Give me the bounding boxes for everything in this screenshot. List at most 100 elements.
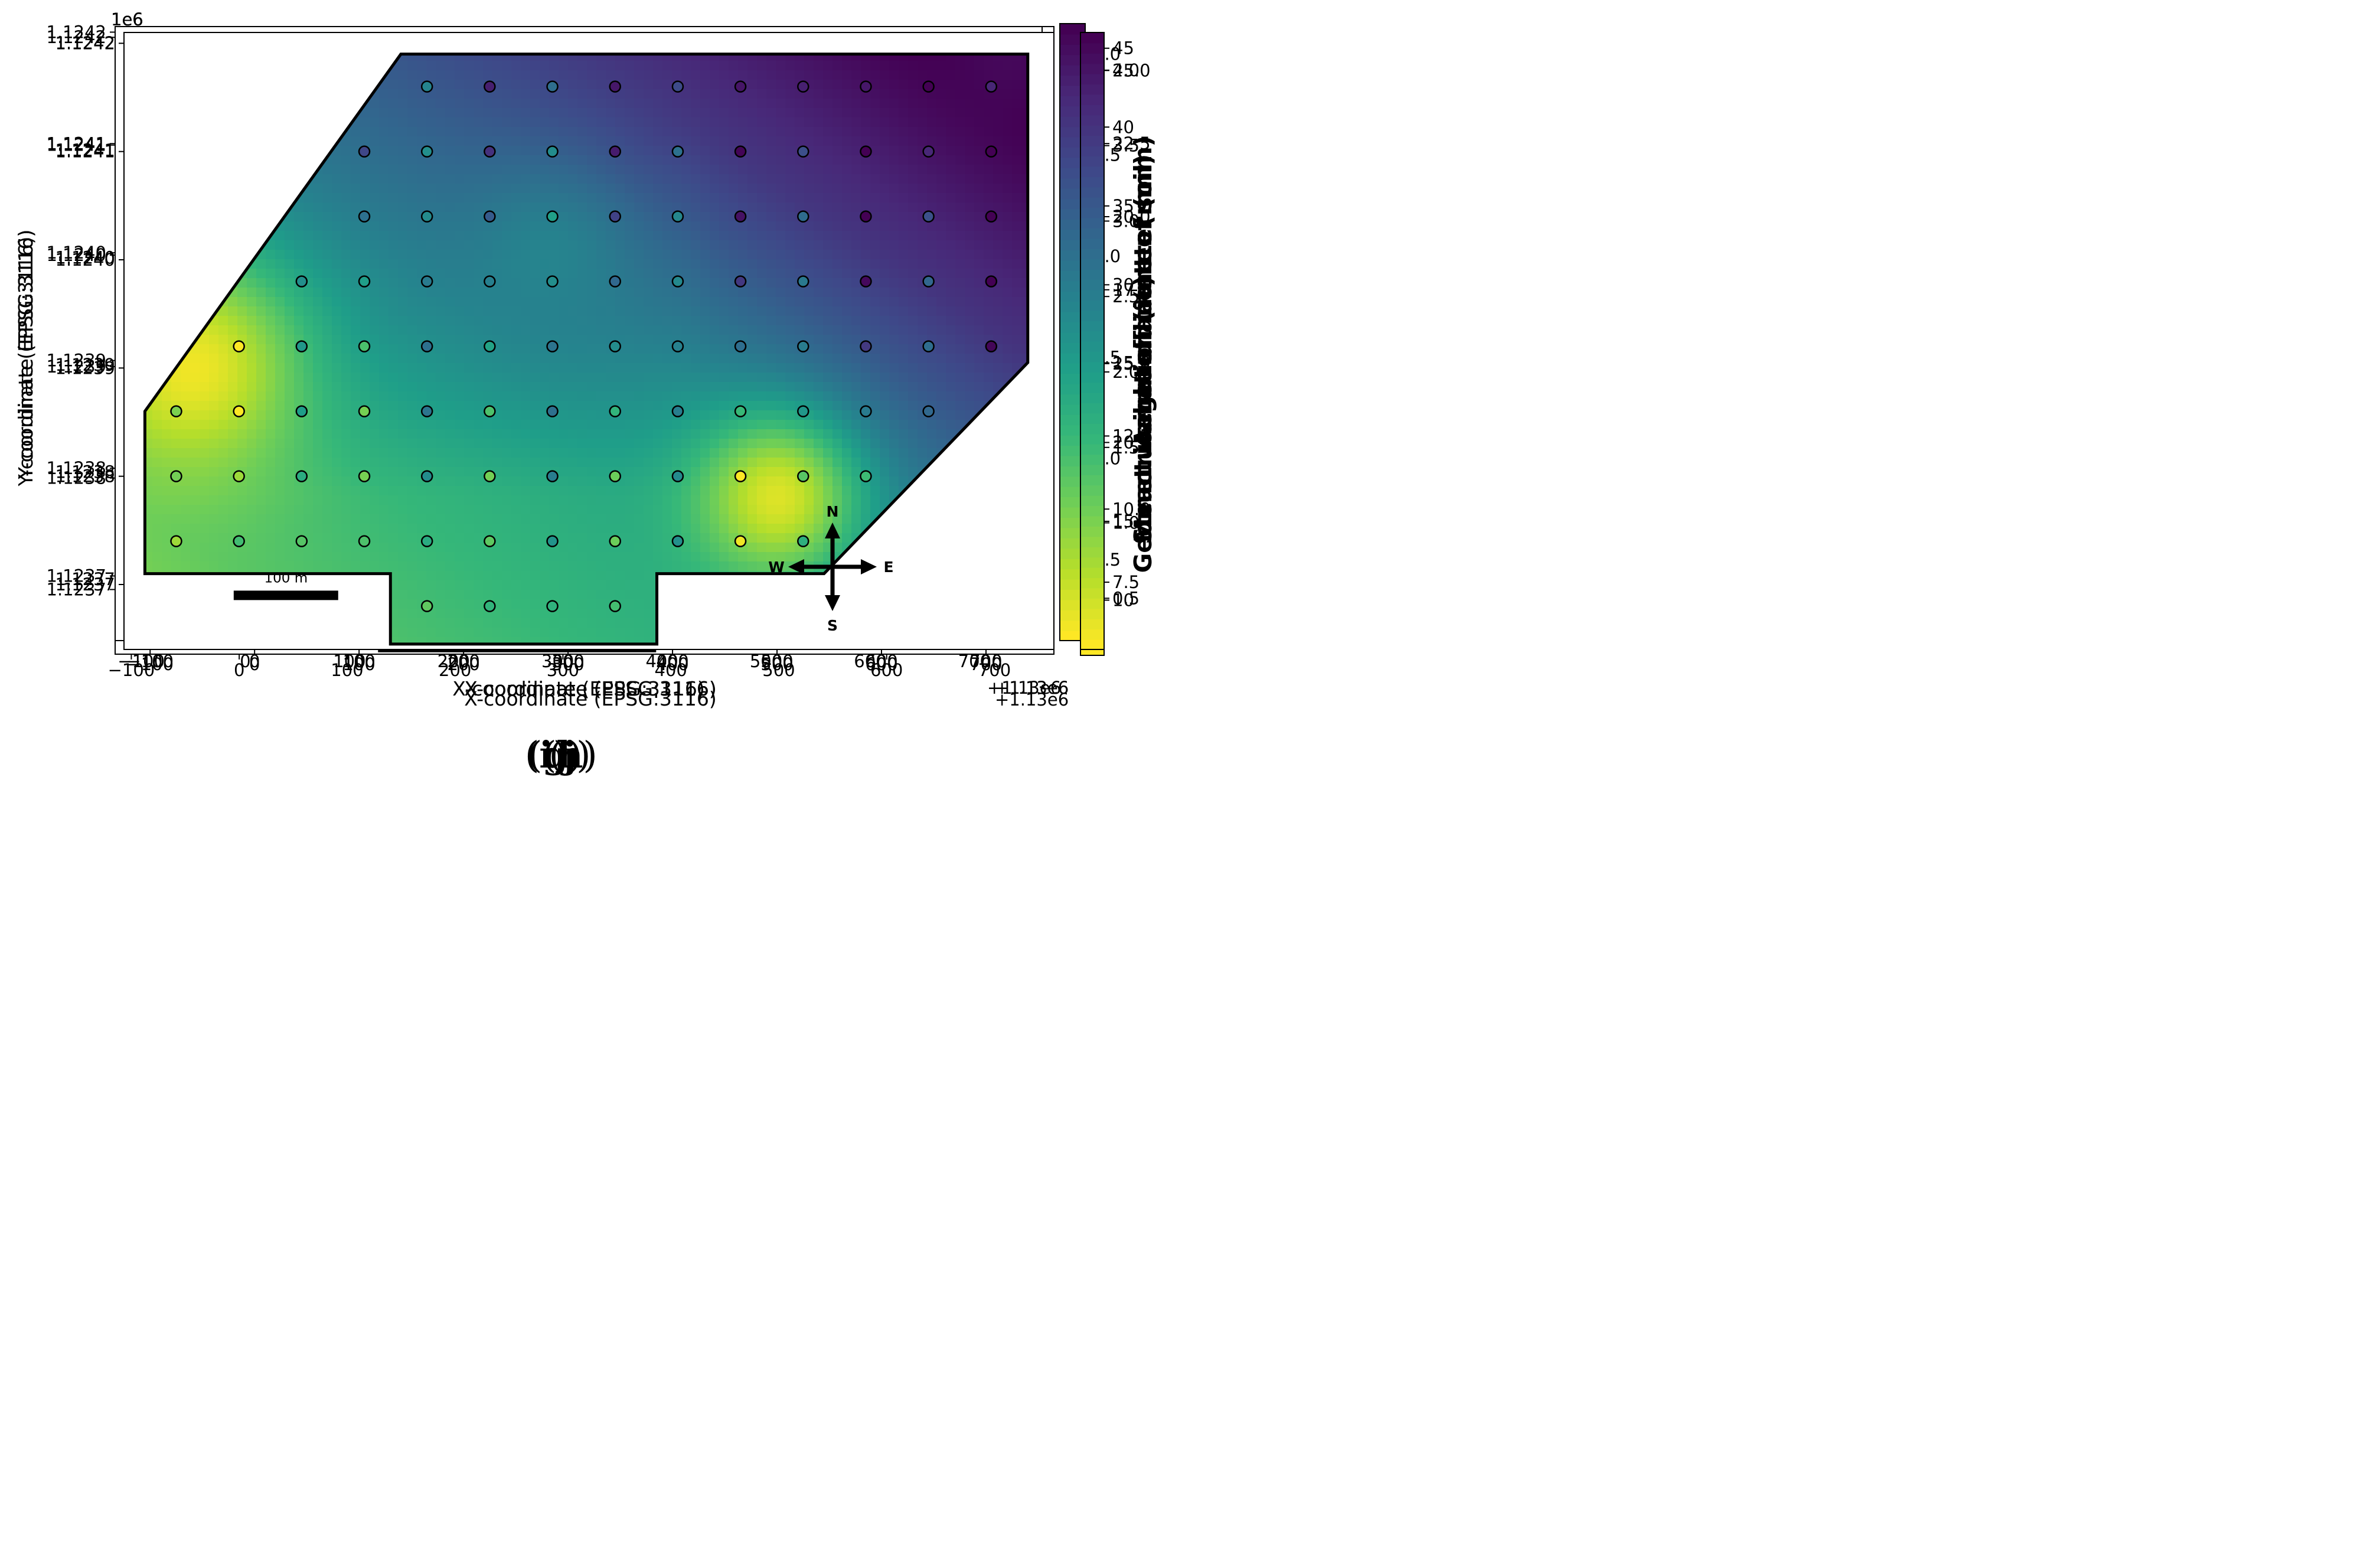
colorbar-tick-label: 17.5 (1112, 280, 1151, 300)
sample-point (358, 275, 371, 288)
sample-point (358, 535, 371, 547)
sample-point (671, 275, 684, 288)
colorbar: 7.5 10.0 12.5 15.0 17.5 20.0 22.5 25.0 (1080, 32, 1151, 650)
sample-point (609, 145, 621, 158)
x-tick-label: 300 (551, 654, 584, 674)
sample-point (484, 535, 496, 547)
sample-point (546, 535, 559, 547)
sample-point (609, 275, 621, 288)
sample-point (734, 210, 747, 223)
y-tick-label: 1.1238 (47, 458, 106, 478)
y-tick-label: 1.1240 (55, 250, 115, 270)
heatmap-field (145, 54, 1028, 644)
sample-point (484, 470, 496, 482)
y-tick-label: 1.1239 (55, 355, 115, 375)
sample-point (233, 470, 245, 482)
y-tick-label: 1.1242 (47, 22, 106, 42)
sample-point (295, 405, 308, 417)
sample-point (546, 210, 559, 223)
sample-point (420, 275, 433, 288)
sample-point (609, 600, 621, 612)
sample-point (609, 405, 621, 417)
compass-w: W (768, 559, 785, 576)
colorbar-label: Mean weight diameter (mm) (1129, 154, 1157, 543)
colorbar-tick-label: 40 (1112, 117, 1134, 137)
y-tick-label: 1.1241 (55, 141, 115, 161)
colorbar-tick-label: 20 (1112, 432, 1134, 452)
panel-letter: (i) (525, 733, 567, 776)
colorbar-tick-label: 15 (1112, 511, 1134, 531)
sample-point (797, 275, 809, 288)
sample-point (484, 405, 496, 417)
sample-point (922, 145, 935, 158)
sample-point (295, 470, 308, 482)
colorbar-tick-label: 1.5 (1112, 437, 1140, 458)
colorbar-tick-label: 3.5 (1112, 136, 1140, 156)
compass-e: E (883, 559, 893, 576)
sample-point (295, 275, 308, 288)
sample-point (170, 535, 182, 547)
sample-point (233, 405, 245, 417)
y-tick-label: 1.1238 (55, 466, 115, 486)
y-tick-label: 1.1242 (47, 27, 106, 47)
sample-point (860, 145, 872, 158)
sample-point (671, 535, 684, 547)
sample-point (797, 405, 809, 417)
sample-point (546, 405, 559, 417)
sample-point (358, 405, 371, 417)
colorbar-tick-label: 25 (1112, 354, 1134, 374)
sample-point (860, 470, 872, 482)
sample-point (985, 145, 998, 158)
sample-point (484, 210, 496, 223)
sample-point (546, 80, 559, 93)
y-tick-label: 1.1241 (55, 142, 115, 162)
panel-j-svg: −100 0 100 200 300 400 500 600 7001.12371.12381.… (14, 9, 1157, 776)
sample-point (609, 80, 621, 93)
x-tick-label: 100 (333, 651, 365, 671)
sample-point (484, 340, 496, 352)
x-tick-label: 100 (342, 654, 375, 674)
colorbar-tick-label: 4.0 (1112, 60, 1140, 80)
x-axis-label: X-coordinate (EPSG:3116) (464, 677, 717, 700)
compass-n: N (827, 503, 839, 520)
sample-point (609, 210, 621, 223)
panel-j: −100 0 100 200 300 400 500 600 700 1.1237 1.1238 1.… (0, 0, 1157, 776)
sample-point (671, 470, 684, 482)
sample-point (546, 145, 559, 158)
colorbar-label: Geometric mean diameter (mm) (1129, 136, 1157, 573)
sample-point (609, 535, 621, 547)
colorbar-tick-label: 45 (1112, 38, 1134, 58)
panel-letter: (j) (549, 733, 591, 776)
x-axis-label: X-coordinate (EPSG:3116) (464, 687, 717, 710)
panel-letter: (h) (542, 733, 597, 776)
sample-point (170, 470, 182, 482)
sample-point (484, 600, 496, 612)
sample-point (420, 600, 433, 612)
x-tick-label: −100 (126, 654, 174, 674)
sample-point (734, 535, 747, 547)
y-tick-label: 1.1237 (55, 574, 115, 595)
sample-point (985, 80, 998, 93)
sample-points (170, 80, 998, 612)
sample-point (922, 405, 935, 417)
y-tick-label: 1.1238 (55, 462, 115, 482)
x-tick-label: 200 (447, 654, 479, 674)
x-tick-label: 400 (656, 654, 688, 674)
y-tick-label: 1.1237 (47, 579, 106, 599)
sample-point (671, 405, 684, 417)
sample-point (420, 405, 433, 417)
y-tick-label: 1.1242 (55, 33, 115, 53)
x-tick-label: 600 (865, 654, 897, 674)
colorbar-label: Aeration (%) (1129, 275, 1157, 447)
colorbar-label: Structural coefficient of soil (1129, 164, 1157, 544)
x-tick-label: 0 (249, 651, 260, 671)
y-tick-label: 1.1240 (47, 245, 106, 265)
colorbar-tick-label: 10.0 (1112, 499, 1151, 519)
sample-point (734, 405, 747, 417)
sample-point (734, 470, 747, 482)
y-tick-label: 1.1241 (47, 135, 106, 155)
sample-point (671, 340, 684, 352)
sample-point (295, 340, 308, 352)
y-scale-label: 1e6 (111, 9, 143, 30)
compass-s: S (827, 617, 838, 634)
